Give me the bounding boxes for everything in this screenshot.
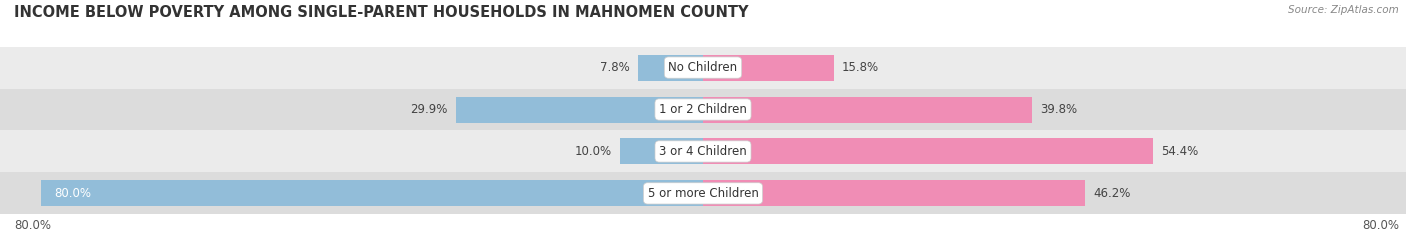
Bar: [0, 172, 1406, 214]
Text: 80.0%: 80.0%: [53, 187, 91, 200]
Bar: [620, 138, 703, 164]
Text: 39.8%: 39.8%: [1040, 103, 1077, 116]
Text: INCOME BELOW POVERTY AMONG SINGLE-PARENT HOUSEHOLDS IN MAHNOMEN COUNTY: INCOME BELOW POVERTY AMONG SINGLE-PARENT…: [14, 5, 748, 20]
Bar: [703, 96, 1032, 123]
Text: 80.0%: 80.0%: [14, 219, 51, 232]
Bar: [703, 180, 1085, 206]
Text: 46.2%: 46.2%: [1094, 187, 1130, 200]
Bar: [638, 55, 703, 81]
Text: 3 or 4 Children: 3 or 4 Children: [659, 145, 747, 158]
Text: 1 or 2 Children: 1 or 2 Children: [659, 103, 747, 116]
Text: 15.8%: 15.8%: [842, 61, 879, 74]
Bar: [0, 130, 1406, 172]
Text: 5 or more Children: 5 or more Children: [648, 187, 758, 200]
Bar: [41, 180, 703, 206]
Text: 54.4%: 54.4%: [1161, 145, 1198, 158]
Text: No Children: No Children: [668, 61, 738, 74]
Text: 80.0%: 80.0%: [1362, 219, 1399, 232]
Bar: [0, 89, 1406, 130]
Text: Source: ZipAtlas.com: Source: ZipAtlas.com: [1288, 5, 1399, 15]
Bar: [456, 96, 703, 123]
Bar: [703, 138, 1153, 164]
Text: 10.0%: 10.0%: [575, 145, 612, 158]
Bar: [703, 55, 834, 81]
Text: 29.9%: 29.9%: [411, 103, 447, 116]
Bar: [0, 47, 1406, 89]
Text: 7.8%: 7.8%: [600, 61, 630, 74]
